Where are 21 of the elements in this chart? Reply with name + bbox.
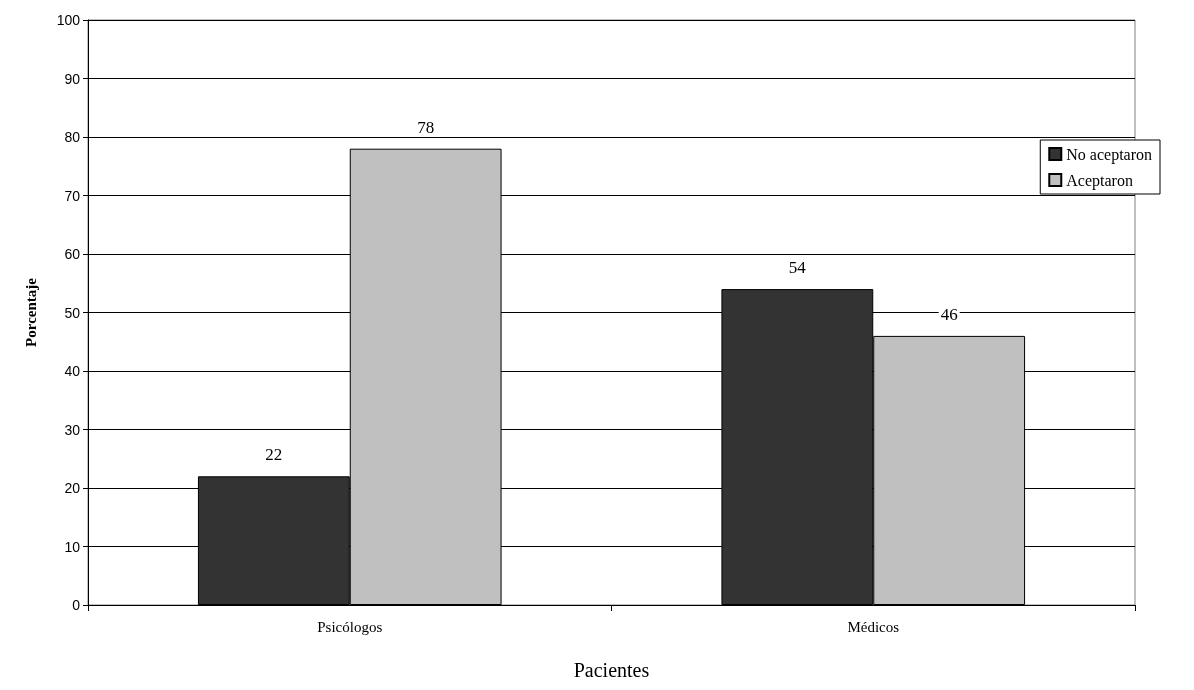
data-label: 22 (265, 445, 283, 465)
y-tick-label: 20 (64, 480, 81, 496)
y-tick-label: 0 (72, 597, 81, 613)
x-tick-label: Psicólogos (317, 618, 383, 635)
y-tick-label: 90 (64, 70, 81, 87)
y-tick-label: 10 (64, 538, 81, 555)
data-label: 78 (417, 117, 435, 137)
data-label: 46 (940, 304, 958, 324)
y-axis-title: Porcentaje (22, 277, 39, 347)
y-tick-label: 80 (64, 129, 81, 145)
x-tick-label: Médicos (847, 618, 900, 635)
x-axis-title: Pacientes (573, 659, 650, 681)
y-tick-label: 30 (64, 421, 81, 438)
y-tick-label: 40 (64, 363, 81, 379)
y-tick-label: 100 (56, 12, 81, 28)
y-tick-label: 60 (64, 246, 81, 262)
y-tick-label: 50 (64, 304, 81, 321)
data-label: 54 (788, 258, 807, 278)
y-tick-label: 70 (64, 187, 81, 204)
legend-label: No aceptaron (1066, 145, 1152, 164)
legend-label: Aceptaron (1066, 171, 1133, 190)
